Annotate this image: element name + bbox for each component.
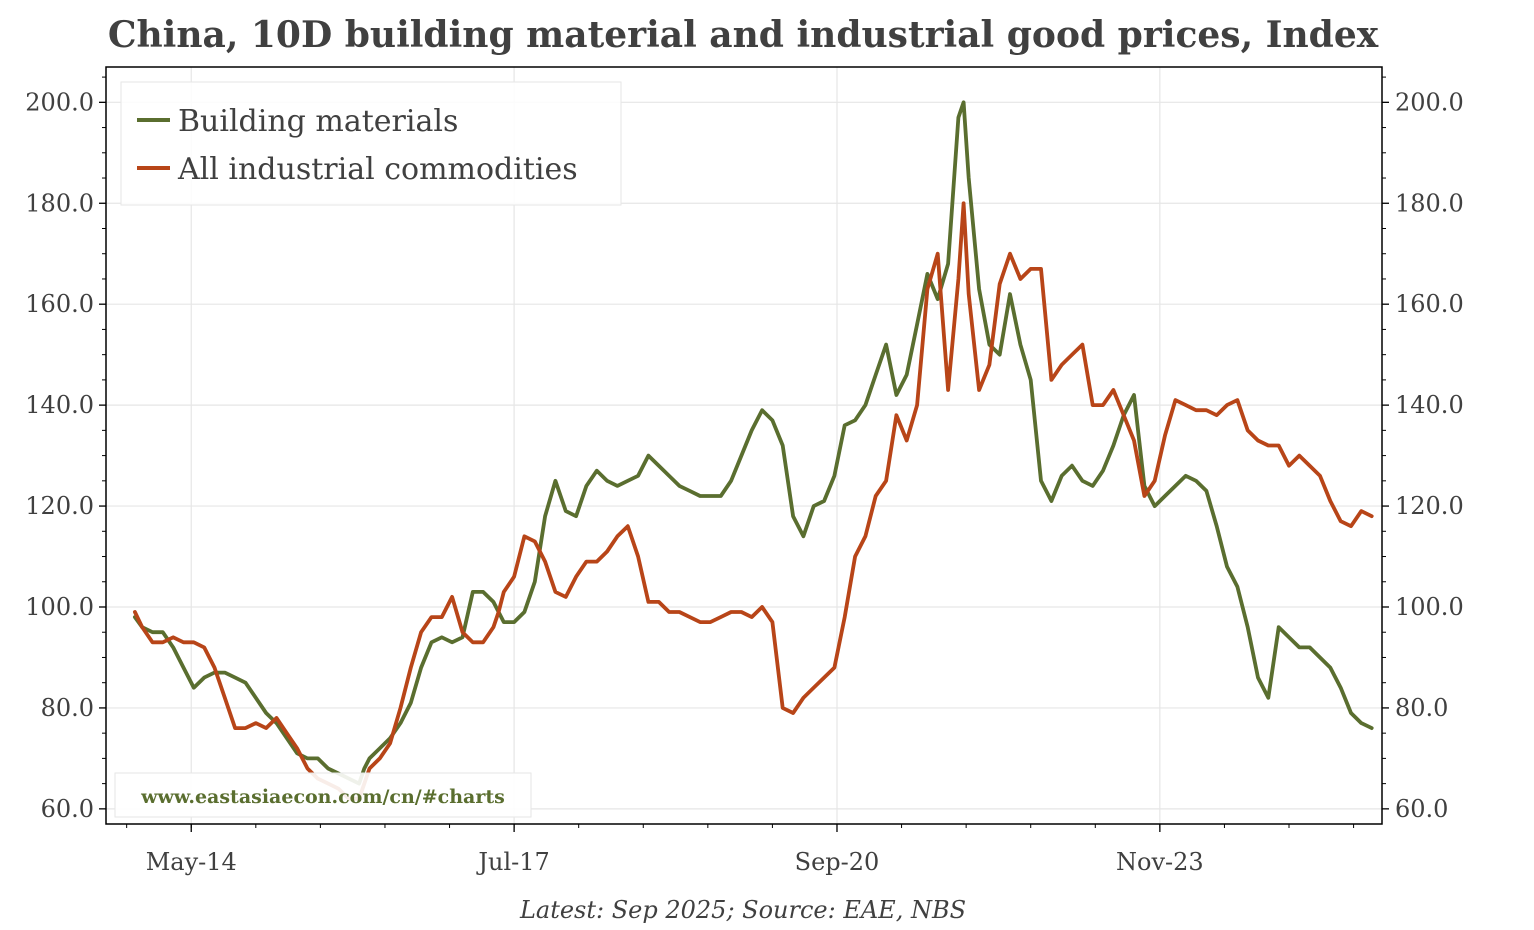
x-tick-label: Sep-20 — [795, 848, 880, 876]
y-tick-label-right: 140.0 — [1395, 391, 1464, 419]
legend-label-building-materials: Building materials — [178, 104, 458, 139]
series-line-all-industrial-commodities — [132, 201, 1374, 801]
y-tick-label-left: 160.0 — [25, 290, 94, 318]
legend: Building materials All industrial commod… — [120, 81, 622, 206]
x-tick-label: Jul-17 — [475, 848, 549, 876]
axes: 60.0 60.0 80.0 80.0 100.0 100.0 120.0 120.0 140.… — [25, 76, 1464, 876]
y-tick-label-left: 100.0 — [25, 593, 94, 621]
y-tick-label-right: 80.0 — [1395, 694, 1448, 722]
y-tick-label-left: 180.0 — [25, 189, 94, 217]
y-tick-label-left: 120.0 — [25, 492, 94, 520]
y-tick-label-left: 140.0 — [25, 391, 94, 419]
x-tick-label: May-14 — [146, 848, 237, 876]
y-tick-label-right: 60.0 — [1395, 795, 1448, 823]
watermark-text: www.eastasiaecon.com/cn/#charts — [140, 786, 505, 808]
y-tick-label-right: 160.0 — [1395, 290, 1464, 318]
y-tick-label-left: 80.0 — [41, 694, 94, 722]
y-tick-label-right: 100.0 — [1395, 593, 1464, 621]
legend-label-all-industrial-commodities: All industrial commodities — [177, 152, 578, 187]
y-tick-label-right: 180.0 — [1395, 189, 1464, 217]
watermark-box — [114, 772, 532, 818]
y-tick-label-right: 120.0 — [1395, 492, 1464, 520]
x-tick-label: Nov-23 — [1116, 848, 1204, 876]
y-tick-label-right: 200.0 — [1395, 88, 1464, 116]
watermark: www.eastasiaecon.com/cn/#charts — [114, 772, 532, 818]
plot-frame — [105, 66, 1383, 825]
source-note: Latest: Sep 2025; Source: EAE, NBS — [519, 896, 966, 924]
series-lines — [132, 100, 1374, 801]
legend-box — [120, 81, 622, 206]
chart-title: China, 10D building material and industr… — [108, 14, 1379, 56]
y-tick-label-left: 60.0 — [41, 795, 94, 823]
y-tick-label-left: 200.0 — [25, 88, 94, 116]
